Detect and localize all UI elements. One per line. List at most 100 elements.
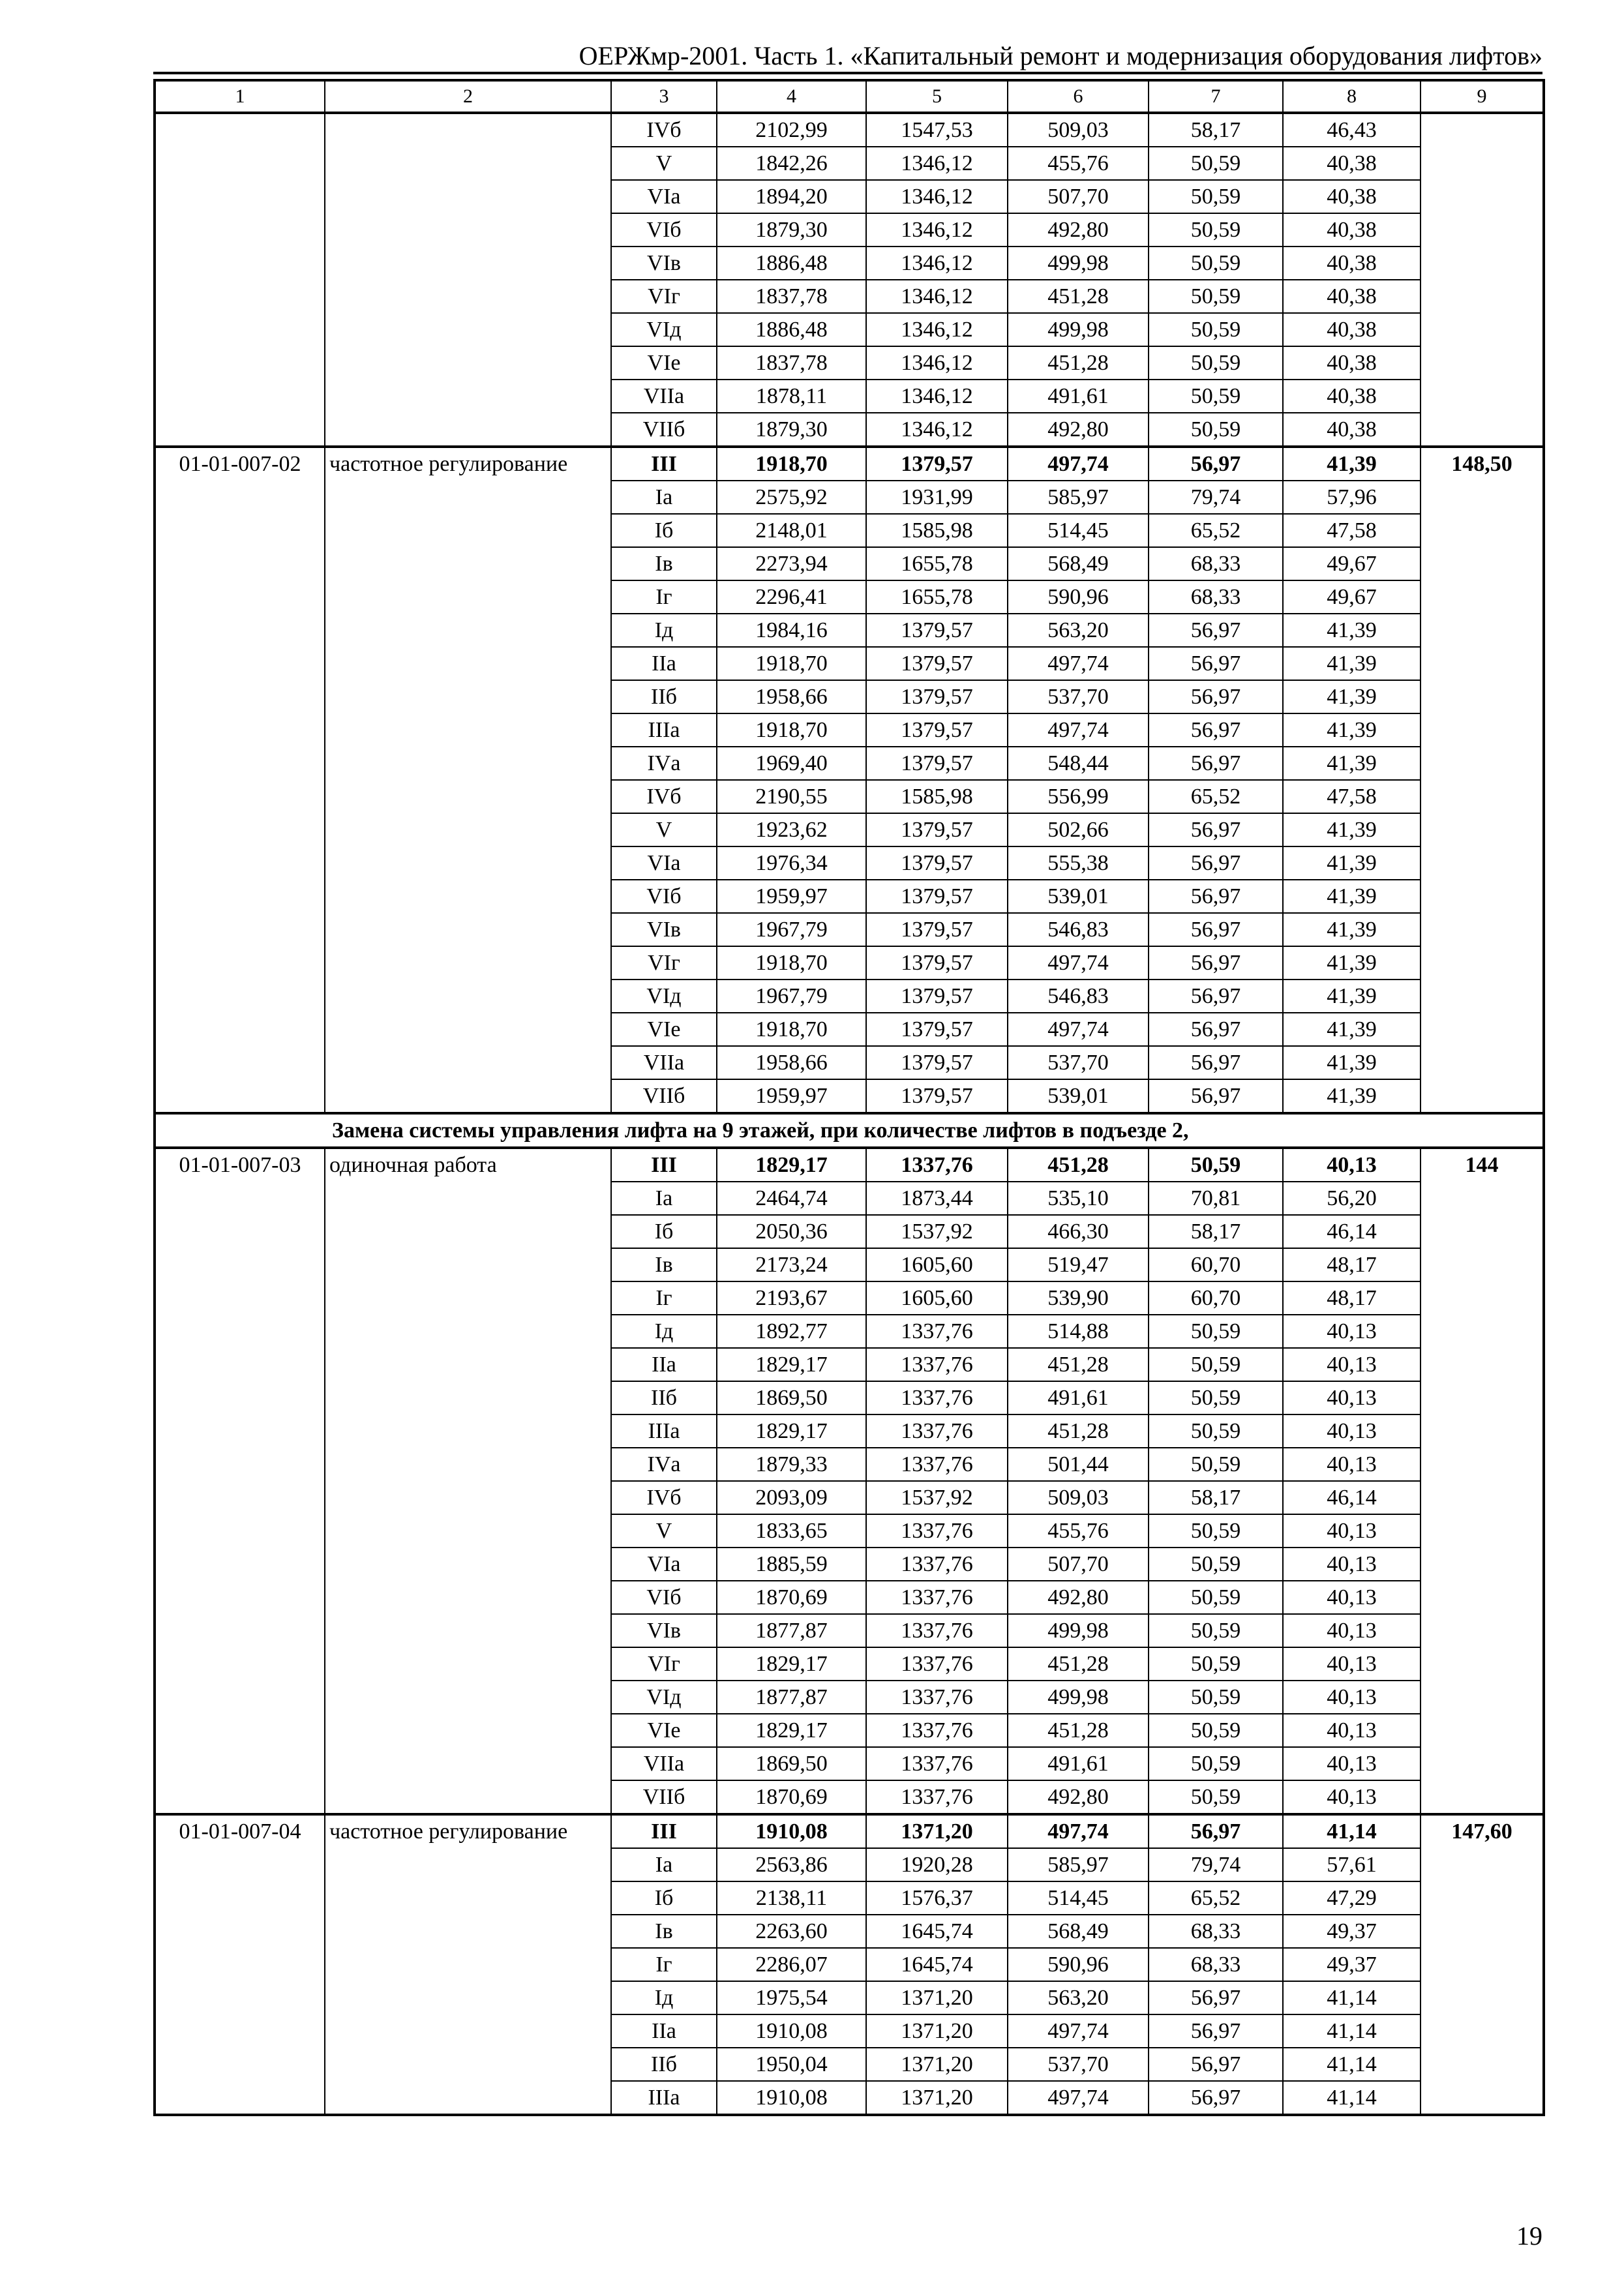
operator-wages: 58,17 (1148, 1214, 1284, 1249)
materials: 41,39 (1282, 1045, 1421, 1080)
wages: 1379,57 (865, 912, 1008, 947)
operator-wages: 50,59 (1148, 379, 1284, 413)
operator-wages: 79,74 (1148, 480, 1284, 515)
operator-wages: 70,81 (1148, 1181, 1284, 1216)
machine-cost: 451,28 (1007, 279, 1149, 314)
materials: 40,13 (1282, 1780, 1421, 1815)
machine-cost: 497,74 (1007, 2080, 1149, 2116)
total-cost: 2093,09 (716, 1480, 867, 1515)
wages: 1655,78 (865, 580, 1008, 614)
operator-wages: 60,70 (1148, 1248, 1284, 1282)
total-cost: 1878,11 (716, 379, 867, 413)
zone: III (610, 445, 717, 481)
zone: VIг (610, 1647, 717, 1681)
machine-cost: 585,97 (1007, 480, 1149, 515)
machine-cost: 499,98 (1007, 246, 1149, 280)
machine-cost: 497,74 (1007, 1813, 1149, 1849)
labor-hours: 147,60 (1420, 1813, 1544, 2116)
machine-cost: 507,70 (1007, 1547, 1149, 1581)
total-cost: 1842,26 (716, 146, 867, 181)
zone: VIд (610, 1680, 717, 1714)
table-row: VIд 1967,79 1379,57 546,83 56,97 41,39 (155, 979, 1544, 1013)
machine-cost: 585,97 (1007, 1848, 1149, 1882)
total-cost: 1967,79 (716, 912, 867, 947)
zone: VIд (610, 312, 717, 347)
table-row: VIIа 1958,66 1379,57 537,70 56,97 41,39 (155, 1045, 1544, 1080)
materials: 41,39 (1282, 912, 1421, 947)
wages: 1337,76 (865, 1780, 1008, 1815)
zone: Iд (610, 1314, 717, 1349)
machine-cost: 509,03 (1007, 1480, 1149, 1515)
zone: VIг (610, 279, 717, 314)
operator-wages: 50,59 (1148, 412, 1284, 447)
total-cost: 2190,55 (716, 779, 867, 814)
column-number: 5 (865, 80, 1008, 114)
materials: 40,38 (1282, 146, 1421, 181)
zone: VIе (610, 1012, 717, 1047)
operator-wages: 50,59 (1148, 146, 1284, 181)
operator-wages: 50,59 (1148, 246, 1284, 280)
operator-wages: 56,97 (1148, 979, 1284, 1013)
machine-cost: 451,28 (1007, 1713, 1149, 1748)
total-cost: 1877,87 (716, 1680, 867, 1714)
materials: 49,67 (1282, 546, 1421, 581)
table-row: IIIа 1910,08 1371,20 497,74 56,97 41,14 (155, 2080, 1544, 2116)
materials: 40,38 (1282, 246, 1421, 280)
machine-cost: 492,80 (1007, 1780, 1149, 1815)
operator-wages: 56,97 (1148, 946, 1284, 980)
operator-wages: 50,59 (1148, 1580, 1284, 1615)
zone: VIб (610, 1580, 717, 1615)
operator-wages: 50,59 (1148, 1613, 1284, 1648)
table-row: IIб 1950,04 1371,20 537,70 56,97 41,14 (155, 2047, 1544, 2082)
materials: 41,14 (1282, 1981, 1421, 2015)
table-row: IIб 1958,66 1379,57 537,70 56,97 41,39 (155, 680, 1544, 714)
item-description (324, 112, 612, 447)
operator-wages: 50,59 (1148, 1780, 1284, 1815)
machine-cost: 590,96 (1007, 1947, 1149, 1982)
operator-wages: 50,59 (1148, 213, 1284, 247)
materials: 46,14 (1282, 1480, 1421, 1515)
table-row: VIIб 1879,30 1346,12 492,80 50,59 40,38 (155, 412, 1544, 447)
machine-cost: 537,70 (1007, 2047, 1149, 2082)
table-row: Iд 1984,16 1379,57 563,20 56,97 41,39 (155, 613, 1544, 648)
total-cost: 1975,54 (716, 1981, 867, 2015)
labor-hours: 144 (1420, 1146, 1544, 1815)
total-cost: 1837,78 (716, 346, 867, 380)
total-cost: 1885,59 (716, 1547, 867, 1581)
wages: 1920,28 (865, 1848, 1008, 1882)
item-description: частотное регулирование (324, 1813, 612, 2116)
wages: 1337,76 (865, 1647, 1008, 1681)
table-row: IVа 1969,40 1379,57 548,44 56,97 41,39 (155, 746, 1544, 781)
machine-cost: 590,96 (1007, 580, 1149, 614)
table-row: VIа 1894,20 1346,12 507,70 50,59 40,38 (155, 179, 1544, 214)
total-cost: 1958,66 (716, 680, 867, 714)
machine-cost: 451,28 (1007, 1647, 1149, 1681)
table-row: IIIа 1829,17 1337,76 451,28 50,59 40,13 (155, 1414, 1544, 1448)
total-cost: 2563,86 (716, 1848, 867, 1882)
materials: 56,20 (1282, 1181, 1421, 1216)
operator-wages: 50,59 (1148, 1514, 1284, 1548)
table-row: Iб 2050,36 1537,92 466,30 58,17 46,14 (155, 1214, 1544, 1249)
operator-wages: 56,97 (1148, 2080, 1284, 2116)
column-number: 1 (154, 80, 325, 114)
materials: 41,39 (1282, 445, 1421, 481)
machine-cost: 507,70 (1007, 179, 1149, 214)
table-row: VIд 1877,87 1337,76 499,98 50,59 40,13 (155, 1680, 1544, 1714)
zone: IVа (610, 1447, 717, 1482)
materials: 40,13 (1282, 1547, 1421, 1581)
zone: IIа (610, 2014, 717, 2048)
table-row: VIг 1829,17 1337,76 451,28 50,59 40,13 (155, 1647, 1544, 1681)
zone: Iд (610, 613, 717, 648)
zone: VIе (610, 346, 717, 380)
item-code: 01-01-007-04 (154, 1813, 325, 2116)
wages: 1371,20 (865, 2047, 1008, 2082)
wages: 1346,12 (865, 246, 1008, 280)
item-description: одиночная работа (324, 1146, 612, 1815)
materials: 40,13 (1282, 1613, 1421, 1648)
total-cost: 1910,08 (716, 1813, 867, 1849)
wages: 1379,57 (865, 1079, 1008, 1114)
wages: 1379,57 (865, 879, 1008, 914)
table-row: IIа 1829,17 1337,76 451,28 50,59 40,13 (155, 1347, 1544, 1382)
running-header: ОЕРЖмр-2001. Часть 1. «Капитальный ремон… (579, 41, 1542, 70)
operator-wages: 56,97 (1148, 1012, 1284, 1047)
